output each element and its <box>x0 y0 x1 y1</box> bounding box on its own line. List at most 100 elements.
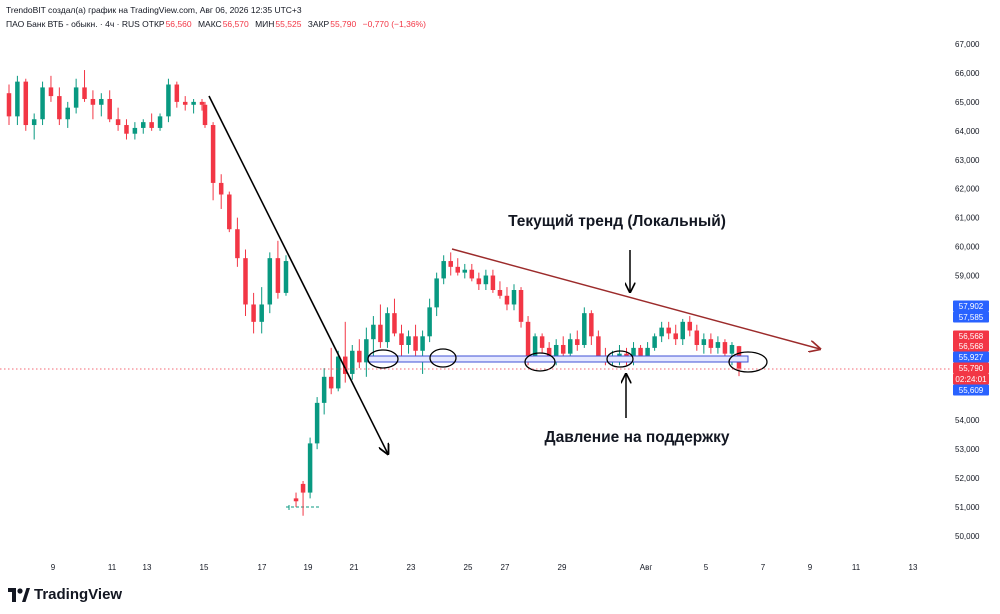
candle[interactable] <box>701 333 707 354</box>
support-touch-ellipse[interactable] <box>429 348 457 368</box>
candle[interactable] <box>182 96 188 111</box>
candle[interactable] <box>132 122 138 140</box>
candle[interactable] <box>490 269 496 293</box>
candle[interactable] <box>174 81 180 108</box>
candle[interactable] <box>350 344 355 380</box>
support-band[interactable] <box>367 355 749 363</box>
candle[interactable] <box>82 70 87 102</box>
x-tick-label: 21 <box>350 563 359 572</box>
candle[interactable] <box>420 330 425 374</box>
candle[interactable] <box>141 119 146 134</box>
candle[interactable] <box>399 324 404 357</box>
candle[interactable] <box>6 84 12 126</box>
candle[interactable] <box>462 263 468 279</box>
candle[interactable] <box>575 330 580 351</box>
candle[interactable] <box>568 333 573 360</box>
candle[interactable] <box>497 281 503 299</box>
candle[interactable] <box>149 113 154 131</box>
candle[interactable] <box>511 284 517 311</box>
candle[interactable] <box>385 307 390 348</box>
candle[interactable] <box>343 321 348 383</box>
candle[interactable] <box>307 437 313 499</box>
candle[interactable] <box>455 258 461 276</box>
candle[interactable] <box>582 307 587 348</box>
candle[interactable] <box>314 397 320 450</box>
price-badge: 56,568 <box>953 340 989 352</box>
symbol-name[interactable]: ПАО Банк ВТБ - обыкн. · 4ч · RUS <box>6 19 140 29</box>
candle[interactable] <box>539 333 545 354</box>
candle[interactable] <box>406 330 411 354</box>
candle[interactable] <box>293 492 299 508</box>
candle[interactable] <box>659 321 664 343</box>
candle[interactable] <box>267 252 273 314</box>
candle[interactable] <box>48 75 54 102</box>
candle[interactable] <box>235 217 240 267</box>
local-trend-line[interactable] <box>451 248 820 349</box>
downtrend-line[interactable] <box>208 95 388 454</box>
candle[interactable] <box>328 347 334 395</box>
candle[interactable] <box>364 327 369 377</box>
candle[interactable] <box>300 481 306 516</box>
candle[interactable] <box>335 350 341 392</box>
candle[interactable] <box>673 324 678 345</box>
candle[interactable] <box>166 78 171 123</box>
candle[interactable] <box>694 324 700 351</box>
candle[interactable] <box>504 287 510 311</box>
y-tick-label: 50,000 <box>955 532 980 541</box>
support-touch-ellipse[interactable] <box>367 349 399 369</box>
candle[interactable] <box>57 87 62 126</box>
candle[interactable] <box>115 107 121 131</box>
candle[interactable] <box>434 272 439 317</box>
candle[interactable] <box>469 263 475 282</box>
candle[interactable] <box>589 310 594 345</box>
candle[interactable] <box>476 272 482 290</box>
candle[interactable] <box>227 191 232 233</box>
candle[interactable] <box>715 336 721 354</box>
candle[interactable] <box>652 333 657 351</box>
candle[interactable] <box>259 287 264 334</box>
candle[interactable] <box>680 318 686 345</box>
candle[interactable] <box>371 316 376 357</box>
candle[interactable] <box>31 113 37 140</box>
candle[interactable] <box>40 81 45 126</box>
candle[interactable] <box>392 298 397 337</box>
candle[interactable] <box>15 75 20 126</box>
candle[interactable] <box>210 122 216 201</box>
candle[interactable] <box>99 93 104 117</box>
candle[interactable] <box>448 252 453 276</box>
candle[interactable] <box>518 287 524 328</box>
candle[interactable] <box>65 101 70 128</box>
candle[interactable] <box>357 339 362 369</box>
support-touch-ellipse[interactable] <box>728 351 768 373</box>
candle[interactable] <box>378 304 383 348</box>
candle[interactable] <box>199 98 205 111</box>
y-tick-label: 52,000 <box>955 474 980 483</box>
candle[interactable] <box>157 113 163 131</box>
candle[interactable] <box>23 78 29 131</box>
support-touch-ellipse[interactable] <box>606 350 634 368</box>
tradingview-brand[interactable]: TradingView <box>8 586 122 603</box>
candle[interactable] <box>666 321 671 340</box>
candle[interactable] <box>73 78 79 114</box>
change-value: −0,770 (−1,36%) <box>362 19 426 29</box>
candle[interactable] <box>251 292 256 334</box>
candle[interactable] <box>107 90 112 123</box>
candle[interactable] <box>275 240 281 299</box>
candle[interactable] <box>441 255 446 285</box>
candle[interactable] <box>124 119 129 140</box>
candle[interactable] <box>218 174 224 209</box>
support-touch-ellipse[interactable] <box>524 352 556 372</box>
candle[interactable] <box>427 298 432 343</box>
candle[interactable] <box>413 324 418 357</box>
candle[interactable] <box>243 249 248 317</box>
chart-credit: TrendoBIT создал(а) график на TradingVie… <box>6 5 302 15</box>
candle[interactable] <box>191 98 196 114</box>
candle[interactable] <box>708 333 714 354</box>
candle[interactable] <box>283 255 289 296</box>
candle[interactable] <box>90 90 96 120</box>
candle[interactable] <box>321 368 327 415</box>
candle[interactable] <box>483 269 489 290</box>
candle[interactable] <box>202 101 208 128</box>
candle[interactable] <box>687 316 693 337</box>
